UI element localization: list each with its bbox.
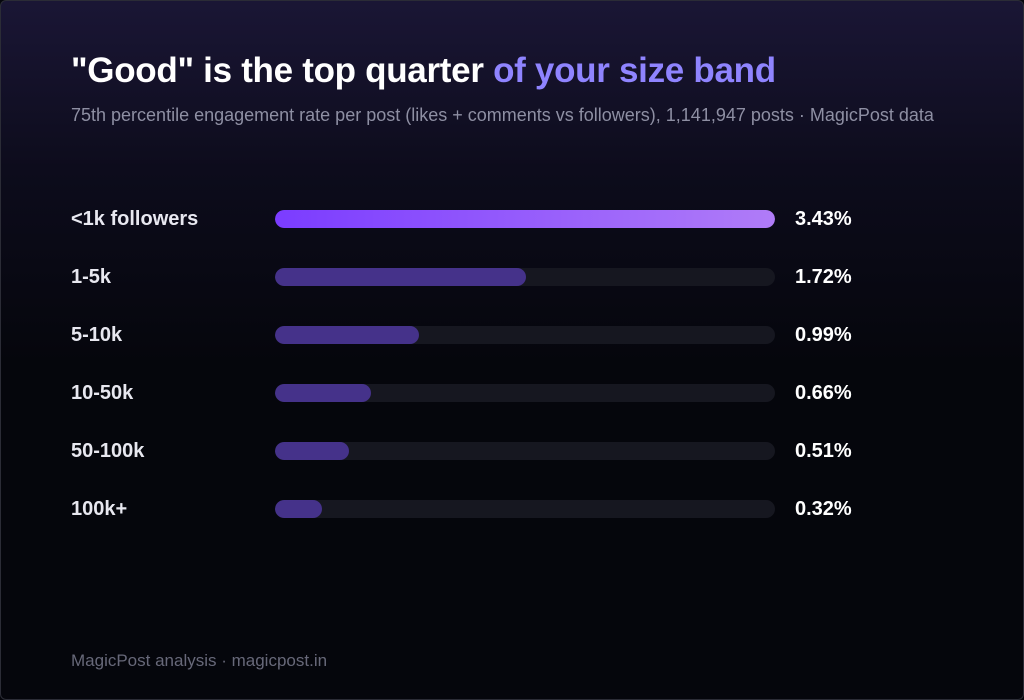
category-label: 100k+	[71, 498, 128, 520]
bar-row: 5-10k 0.99%	[1, 315, 1023, 355]
value-label: 3.43%	[795, 208, 852, 230]
category-label: 5-10k	[71, 324, 123, 346]
chart-title-main: "Good" is the top quarter	[71, 51, 484, 90]
bar	[275, 442, 349, 460]
value-label: 0.32%	[795, 498, 852, 520]
category-label: 50-100k	[71, 440, 145, 462]
chart-title: "Good" is the top quarter of your size b…	[71, 51, 776, 91]
bar-track	[275, 268, 775, 286]
bar	[275, 326, 419, 344]
chart-title-accent: of your size band	[493, 51, 776, 90]
bar-row: 100k+ 0.32%	[1, 489, 1023, 529]
bar	[275, 210, 775, 228]
bar-row: 10-50k 0.66%	[1, 373, 1023, 413]
bar-track	[275, 326, 775, 344]
bar-row: 1-5k 1.72%	[1, 257, 1023, 297]
bar-track	[275, 210, 775, 228]
category-label: 1-5k	[71, 266, 112, 288]
bar-row: <1k followers 3.43%	[1, 199, 1023, 239]
value-label: 0.99%	[795, 324, 852, 346]
value-label: 1.72%	[795, 266, 852, 288]
footer-credit: MagicPost analysis · magicpost.in	[71, 651, 328, 670]
bar-track	[275, 500, 775, 518]
bar-track	[275, 384, 775, 402]
bar	[275, 500, 322, 518]
bar-track	[275, 442, 775, 460]
category-label: 10-50k	[71, 382, 134, 404]
bar-chart: <1k followers 3.43% 1-5k 1.72% 5-10k 0.99% 10-…	[1, 199, 1023, 559]
category-label: <1k followers	[71, 208, 199, 230]
bar-row: 50-100k 0.51%	[1, 431, 1023, 471]
value-label: 0.66%	[795, 382, 852, 404]
chart-subtitle: 75th percentile engagement rate per post…	[71, 105, 934, 125]
bar	[275, 384, 371, 402]
bar	[275, 268, 526, 286]
value-label: 0.51%	[795, 440, 852, 462]
